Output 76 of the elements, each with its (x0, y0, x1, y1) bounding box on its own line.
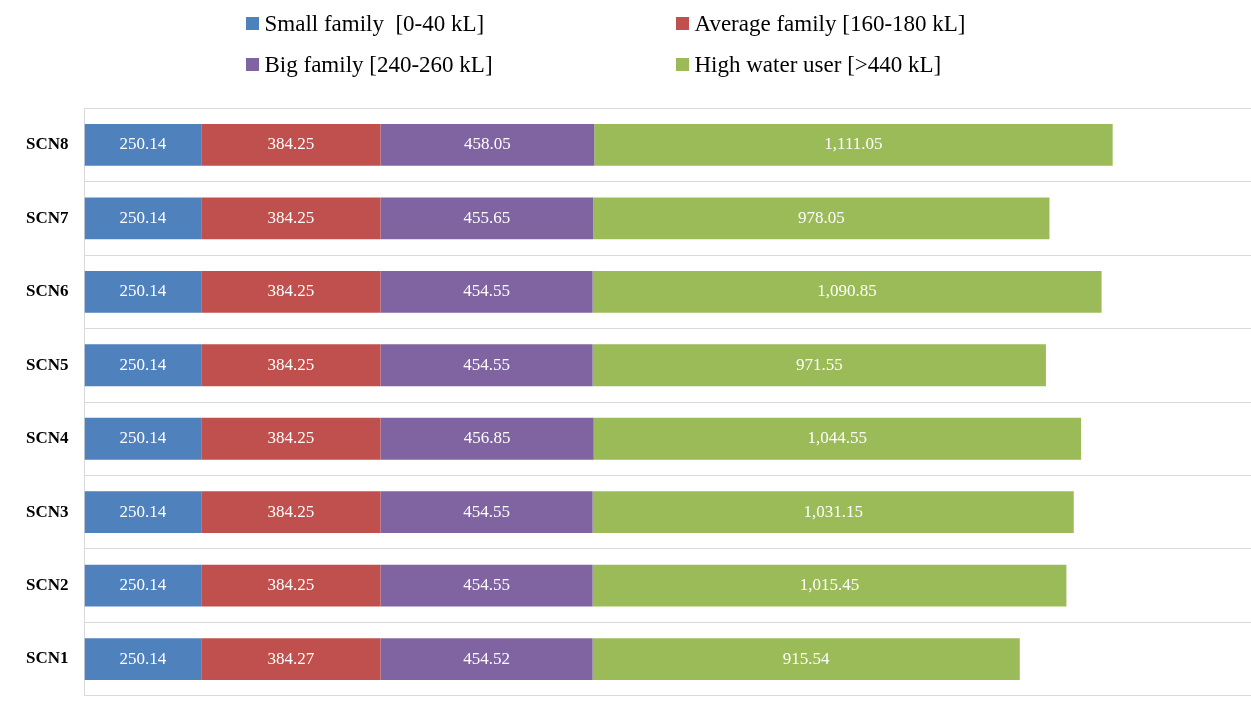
data-label: 1,044.55 (807, 428, 868, 448)
data-label: 384.25 (267, 134, 315, 154)
bar (593, 417, 1082, 460)
bar (84, 344, 202, 387)
y-tick-label: SCN7 (25, 207, 69, 227)
bar (380, 564, 593, 607)
data-label: 384.25 (267, 354, 315, 374)
data-label: 454.55 (463, 354, 510, 374)
data-label: 384.25 (267, 575, 315, 595)
data-label: 978.05 (797, 207, 845, 227)
bar (84, 417, 202, 460)
bar (201, 638, 381, 681)
bar (201, 270, 381, 313)
bar (201, 491, 381, 534)
data-label: 250.14 (119, 207, 167, 227)
y-tick-label: SCN6 (25, 281, 69, 301)
bar (84, 564, 202, 607)
data-label: 1,015.45 (799, 575, 860, 595)
data-label: 384.27 (267, 648, 315, 668)
bar (201, 417, 381, 460)
data-label: 1,111.05 (824, 134, 883, 154)
data-label: 454.55 (463, 501, 510, 521)
data-label: 454.52 (463, 648, 510, 668)
data-label: 250.14 (119, 501, 167, 521)
bar (592, 564, 1067, 607)
y-tick-label: SCN1 (25, 648, 69, 668)
data-label: 384.25 (267, 428, 315, 448)
data-label: 250.14 (119, 281, 167, 301)
data-label: 455.65 (463, 207, 511, 227)
y-tick-label: SCN4 (25, 428, 69, 448)
data-label: 250.14 (119, 428, 167, 448)
y-tick-label: SCN5 (25, 354, 69, 374)
bar (201, 197, 381, 240)
legend-label: Average family [160-180 kL] (694, 10, 966, 37)
data-label: 250.14 (119, 648, 167, 668)
bar (380, 344, 593, 387)
bar (592, 638, 1020, 681)
y-tick-label: SCN3 (25, 501, 69, 521)
bar (593, 197, 1050, 240)
legend-label: High water user [>440 kL] (694, 51, 942, 78)
bar (84, 491, 202, 534)
bar (380, 417, 594, 460)
bar (380, 197, 594, 240)
bar (380, 491, 593, 534)
bar (84, 270, 202, 313)
bar (592, 491, 1074, 534)
bar (380, 270, 593, 313)
bar (84, 123, 202, 166)
data-label: 384.25 (267, 501, 315, 521)
legend-label: Big family [240-260 kL] (264, 51, 493, 78)
data-label: 1,031.15 (803, 501, 863, 521)
bar (84, 197, 202, 240)
data-label: 250.14 (119, 575, 167, 595)
data-label: 384.25 (267, 207, 315, 227)
bar (594, 123, 1113, 166)
bar (380, 638, 593, 681)
data-label: 458.05 (464, 134, 511, 154)
data-label: 454.55 (463, 281, 510, 301)
data-label: 384.25 (267, 281, 315, 301)
bar (84, 638, 202, 681)
bar (201, 123, 381, 166)
bar (380, 123, 595, 166)
data-label: 456.85 (463, 428, 511, 448)
bar (201, 344, 381, 387)
bar (592, 344, 1046, 387)
data-label: 250.14 (119, 354, 167, 374)
y-tick-label: SCN2 (25, 575, 69, 595)
data-label: 250.14 (119, 134, 167, 154)
bar (201, 564, 381, 607)
data-label: 1,090.85 (817, 281, 877, 301)
data-label: 915.54 (782, 648, 831, 668)
data-label: 454.55 (463, 575, 510, 595)
y-tick-label: SCN8 (25, 134, 69, 154)
bar (592, 270, 1102, 313)
legend-label: Small family [0-40 kL] (264, 10, 485, 37)
data-label: 971.55 (795, 354, 843, 374)
